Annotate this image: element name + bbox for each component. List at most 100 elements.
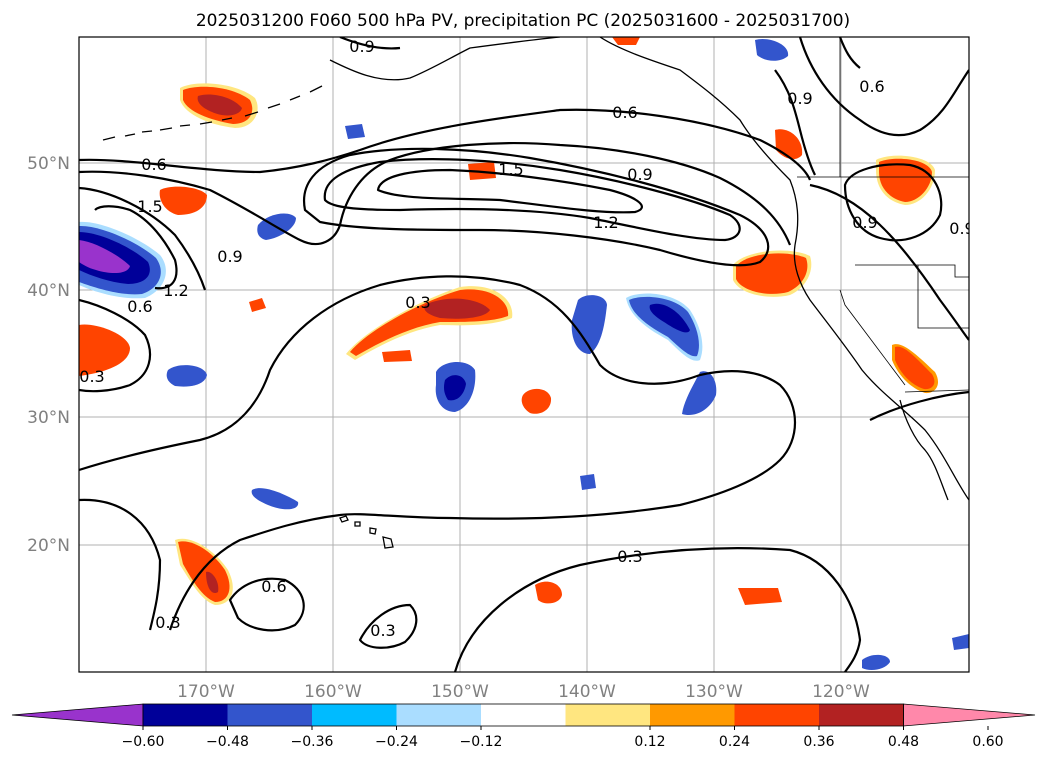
coastline-aleutians (102, 85, 323, 141)
precip-negative-area (952, 634, 969, 650)
colorbar-segment (227, 704, 313, 726)
map-frame (78, 36, 970, 673)
lon-label-170w: 170°W (177, 682, 235, 702)
contour-1-8 (376, 168, 643, 214)
lon-labels: 170°W 160°W 150°W 140°W 130°W 120°W (177, 682, 870, 702)
border-us-mexico (904, 389, 969, 393)
contour-0-3-south (79, 498, 162, 631)
lon-label-130w: 130°W (685, 682, 743, 702)
precip-negative-area (251, 488, 299, 510)
lon-label-150w: 150°W (431, 682, 489, 702)
precip-positive-area (382, 350, 412, 362)
lat-label-40n: 40°N (27, 281, 70, 301)
colorbar-tick-label: 0.12 (634, 734, 665, 750)
contour-label: 0.9 (349, 37, 374, 56)
contour-label: 0.6 (612, 103, 637, 122)
colorbar-frame (142, 703, 904, 727)
colorbar-tick-label: −0.60 (122, 734, 165, 750)
contour-1-2 (303, 147, 770, 267)
contour-0-9-east (843, 163, 943, 242)
contour-label: 1.2 (593, 213, 618, 232)
colorbar-tick-label: −0.24 (375, 734, 418, 750)
contour-labels: 0.9 0.6 1.5 0.9 1.2 0.6 0.9 1.5 0.9 1.2 … (79, 37, 974, 640)
precip-positive-area (159, 186, 207, 215)
precip-negative-area (166, 365, 207, 387)
map-panel: 0.9 0.6 1.5 0.9 1.2 0.6 0.9 1.5 0.9 1.2 … (27, 36, 974, 702)
contour-label: 1.5 (498, 160, 523, 179)
coastline-hawaii (339, 515, 394, 549)
colorbar-tick-label: −0.12 (460, 734, 503, 750)
lon-label-140w: 140°W (558, 682, 616, 702)
colorbar-tick-label: 0.24 (719, 734, 750, 750)
colorbar-segment (819, 704, 904, 726)
contour-label: 0.3 (405, 293, 430, 312)
precip-positive-area (612, 37, 640, 45)
contour-1-2-west (79, 186, 207, 291)
contour-0-6-coast (809, 183, 969, 341)
colorbar-tick-label: −0.48 (206, 734, 249, 750)
colorbar: −0.60 −0.48 −0.36 −0.24 −0.12 0.12 0.24 0.36 0.4… (11, 703, 1036, 750)
precip-negative-area (755, 38, 789, 61)
colorbar-segment (396, 704, 482, 726)
precip-strong-positive-area (206, 571, 219, 594)
contour-label: 0.9 (217, 247, 242, 266)
contour-0-3-west (79, 298, 152, 393)
contour-0-9 (79, 142, 792, 246)
contour-0-3-east (869, 390, 969, 421)
contour-label: 0.3 (155, 613, 180, 632)
colorbar-segment (481, 704, 566, 726)
contour-0-9-north (774, 69, 816, 176)
precip-positive-area (521, 388, 552, 414)
border-state (917, 265, 969, 329)
contour-label: 0.3 (79, 367, 104, 386)
contour-0-6-south (228, 577, 305, 632)
colorbar-tick-label: 0.48 (888, 734, 919, 750)
precip-negative-area (862, 654, 890, 670)
precip-strong-positive-area (424, 298, 490, 319)
colorbar-segment (143, 704, 228, 726)
colorbar-tick-label: 0.60 (972, 734, 1003, 750)
contour-0-6-east (798, 37, 969, 137)
colorbar-extend-min (11, 703, 144, 727)
precip-negative-area (580, 474, 596, 490)
precip-positive-area (249, 298, 266, 312)
contour-0-9-top (339, 37, 401, 50)
coastlines (102, 37, 969, 549)
precip-strongest-negative-area (79, 240, 130, 274)
colorbar-segment (312, 704, 397, 726)
lon-label-120w: 120°W (812, 682, 870, 702)
precip-strong-negative-area (444, 375, 466, 401)
precip-positive-area (895, 346, 935, 390)
contour-label: 0.3 (370, 621, 395, 640)
lat-label-30n: 30°N (27, 408, 70, 428)
colorbar-segment (734, 704, 820, 726)
lat-label-50n: 50°N (27, 154, 70, 174)
contour-label: 0.9 (949, 219, 974, 238)
precip-strong-negative-area (649, 303, 690, 333)
lat-label-20n: 20°N (27, 536, 70, 556)
contour-0-6 (79, 108, 812, 181)
contour-label: 0.3 (617, 547, 642, 566)
precip-positive-area (535, 581, 562, 604)
precip-negative-area (571, 295, 607, 354)
colorbar-ticks: −0.60 −0.48 −0.36 −0.24 −0.12 0.12 0.24 0.36 0.4… (122, 726, 1004, 750)
contour-label: 0.6 (141, 155, 166, 174)
colorbar-segment (650, 704, 735, 726)
figure-title: 2025031200 F060 500 hPa PV, precipitatio… (196, 11, 850, 31)
border-state (839, 289, 906, 386)
precip-positive-area (738, 588, 782, 605)
colorbar-tick-label: −0.36 (291, 734, 334, 750)
colorbar-extend-max (903, 703, 1036, 727)
contour-label: 0.9 (852, 213, 877, 232)
precip-negative-area (629, 296, 699, 357)
contour-label: 0.6 (127, 297, 152, 316)
pv-contours (79, 37, 969, 672)
lon-label-160w: 160°W (304, 682, 362, 702)
precip-positive-area (79, 324, 130, 376)
contour-1-5-west (94, 205, 178, 290)
gridlines (79, 37, 969, 672)
contour-label: 1.5 (137, 197, 162, 216)
contour-0-3-small (358, 603, 418, 649)
contour-0-6-top (838, 37, 861, 69)
